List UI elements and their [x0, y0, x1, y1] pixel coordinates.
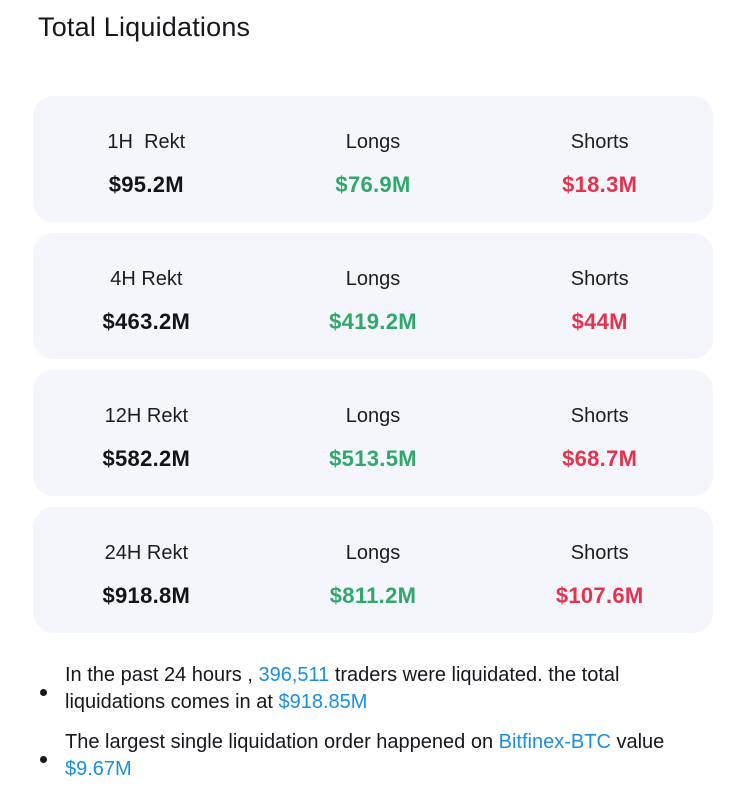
period-label: 12H Rekt — [104, 405, 189, 427]
bullet-icon — [40, 756, 47, 763]
summary-notes: In the past 24 hours , 396,511 traders w… — [40, 662, 710, 796]
longs-label: Longs — [345, 542, 401, 564]
longs-value: $76.9M — [335, 172, 411, 197]
card-1h: 1H Rekt $95.2M Longs $76.9M Shorts $18.3… — [33, 96, 713, 222]
exchange-link[interactable]: Bitfinex-BTC — [498, 731, 611, 753]
total-column: 24H Rekt $918.8M — [33, 507, 260, 633]
shorts-column: Shorts $107.6M — [486, 507, 713, 633]
largest-order-value: $9.67M — [65, 758, 132, 780]
note-largest-order: The largest single liquidation order hap… — [40, 729, 710, 783]
total-value: $918.8M — [102, 583, 191, 608]
note-middle: value — [610, 731, 665, 753]
note-prefix: In the past 24 hours , — [65, 664, 259, 686]
longs-label: Longs — [345, 131, 401, 153]
total-column: 1H Rekt $95.2M — [33, 96, 260, 222]
longs-label: Longs — [345, 268, 401, 290]
total-column: 4H Rekt $463.2M — [33, 233, 260, 359]
total-column: 12H Rekt $582.2M — [33, 370, 260, 496]
note-text: In the past 24 hours , 396,511 traders w… — [65, 662, 710, 716]
longs-column: Longs $76.9M — [260, 96, 487, 222]
bullet-icon — [40, 689, 47, 696]
note-traders-liquidated: In the past 24 hours , 396,511 traders w… — [40, 662, 710, 716]
longs-value: $419.2M — [329, 309, 417, 334]
longs-column: Longs $419.2M — [260, 233, 487, 359]
shorts-value: $18.3M — [562, 172, 638, 197]
liquidation-cards: 1H Rekt $95.2M Longs $76.9M Shorts $18.3… — [33, 96, 713, 644]
total-value: $95.2M — [108, 172, 184, 197]
total-value: $582.2M — [102, 446, 191, 471]
card-24h: 24H Rekt $918.8M Longs $811.2M Shorts $1… — [33, 507, 713, 633]
longs-value: $513.5M — [329, 446, 417, 471]
longs-column: Longs $513.5M — [260, 370, 487, 496]
period-label: 4H Rekt — [110, 268, 183, 290]
shorts-column: Shorts $18.3M — [486, 96, 713, 222]
longs-value: $811.2M — [329, 583, 417, 608]
page-title: Total Liquidations — [38, 12, 251, 42]
shorts-column: Shorts $68.7M — [486, 370, 713, 496]
longs-label: Longs — [345, 405, 401, 427]
card-4h: 4H Rekt $463.2M Longs $419.2M Shorts $44… — [33, 233, 713, 359]
note-text: The largest single liquidation order hap… — [65, 729, 710, 783]
total-value: $463.2M — [102, 309, 191, 334]
shorts-column: Shorts $44M — [486, 233, 713, 359]
period-label: 24H Rekt — [104, 542, 189, 564]
note-middle: traders were liquidated. the total liqui… — [65, 664, 620, 713]
traders-count: 396,511 — [258, 664, 330, 686]
shorts-label: Shorts — [570, 542, 629, 564]
note-prefix: The largest single liquidation order hap… — [65, 731, 499, 753]
shorts-value: $68.7M — [562, 446, 638, 471]
shorts-label: Shorts — [570, 131, 629, 153]
card-12h: 12H Rekt $582.2M Longs $513.5M Shorts $6… — [33, 370, 713, 496]
shorts-label: Shorts — [570, 268, 629, 290]
longs-column: Longs $811.2M — [260, 507, 487, 633]
period-label: 1H Rekt — [107, 131, 186, 153]
total-liquidation-amount: $918.85M — [278, 691, 368, 713]
shorts-label: Shorts — [570, 405, 629, 427]
shorts-value: $107.6M — [555, 583, 644, 608]
shorts-value: $44M — [571, 309, 628, 334]
